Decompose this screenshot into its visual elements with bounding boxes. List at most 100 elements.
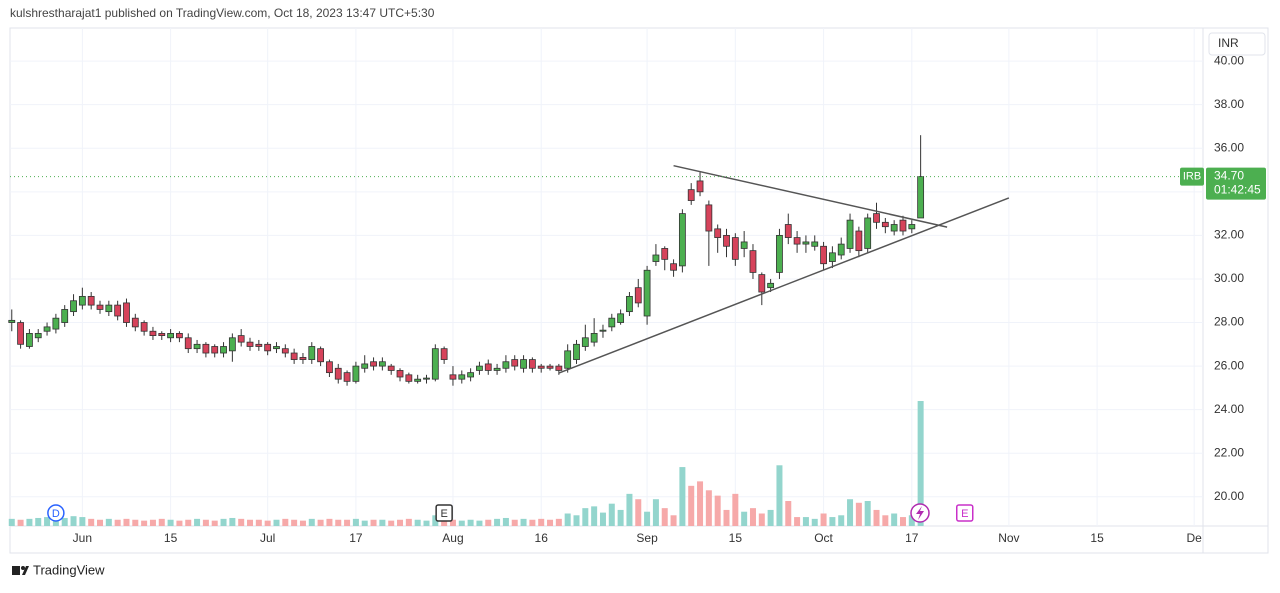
candle-body [158,333,166,337]
dividend-split-icon [910,503,930,523]
candle-body [52,317,60,330]
volume-bar [361,520,368,526]
candle-body [378,361,386,367]
volume-bar [299,520,306,526]
candle-body [396,370,404,378]
logo-part [21,566,25,570]
candle-body [784,224,792,238]
volume-bar [149,519,156,526]
candle-body [228,337,236,352]
volume-bar [105,518,112,526]
volume-bar [749,508,756,526]
volume-bar [785,501,792,526]
volume-bar [185,519,192,526]
volume-bar [397,519,404,526]
candle-body [431,348,439,380]
volume-bar [202,519,209,526]
volume-bar [485,519,492,526]
logo-part [22,566,29,575]
volume-bar [670,515,677,526]
volume-bar [617,509,624,526]
candle-body [846,219,854,249]
event-marker[interactable] [47,504,65,522]
volume-bar [379,519,386,526]
volume-bar [123,518,130,526]
candle-body [8,319,16,323]
volume-bar [317,519,324,526]
x-tick-label: Sep [636,531,658,545]
volume-bar [17,519,24,526]
volume-bar [441,518,448,526]
candle-body [546,365,554,369]
volume-bar [176,520,183,526]
volume-bar [494,518,501,526]
candle-body [608,317,616,328]
volume-bar [344,519,351,526]
candle-body [326,361,333,374]
volume-bar [326,518,333,526]
volume-bar [838,515,845,526]
volume-bar [538,518,545,526]
candle-body [828,252,836,262]
volume-bar [511,519,518,526]
volume-bar [864,501,871,526]
symbol-tag [1180,167,1204,186]
chart-frame [9,27,1269,554]
volume-bar [97,519,104,526]
volume-bar [264,520,271,526]
candle-body [652,254,660,262]
volume-bar [644,511,651,526]
candle-body [714,228,722,238]
x-tick-label: Jul [260,531,275,545]
trend-line [673,164,948,228]
candle-body [617,313,625,323]
candle-body [661,248,669,260]
volume-bar [414,519,421,526]
symbol-label: IRB [1183,170,1201,182]
volume-bar [282,518,289,526]
candle-body [537,365,545,369]
y-tick-label: 24.00 [1214,402,1244,416]
candle-body [114,304,122,317]
volume-bar [599,512,606,526]
event-label: E [440,508,447,520]
volume-bar [829,517,836,526]
volume-bar [891,513,898,526]
candle-body [87,295,95,306]
currency-box[interactable] [1208,32,1266,56]
y-tick-label: 32.00 [1214,228,1244,242]
volume-bar [794,517,801,526]
volume-bar [732,493,739,526]
volume-bar [88,518,95,526]
candle-body [423,377,430,380]
volume-bar [547,519,554,526]
candle-body [414,378,422,382]
candle-body [511,359,519,367]
candle-body [370,361,377,367]
volume-bar [52,518,59,526]
x-tick-label: 16 [535,531,549,545]
volume-bar [723,509,730,526]
candle-body [123,302,130,323]
candle-body [555,365,563,371]
footer: TradingView [33,562,105,577]
candle-body [317,348,325,363]
x-tick-label: 15 [1090,531,1104,545]
volume-bar [555,518,562,526]
candle-body [749,250,757,273]
volume-bar [273,519,280,526]
volume-bar [582,508,589,526]
volume-bar [776,465,783,526]
candle-body [890,224,898,232]
x-tick-label: 15 [164,531,178,545]
volume-bar [697,481,704,526]
candle-body [731,237,739,260]
volume-bar [220,518,227,526]
candle-body [634,287,642,304]
candle-body [670,263,677,271]
volume-bar [520,518,527,526]
candle-body [105,304,113,313]
trend-line [558,197,1010,374]
countdown-label: 01:42:45 [1214,183,1261,197]
volume-bar [917,401,924,526]
